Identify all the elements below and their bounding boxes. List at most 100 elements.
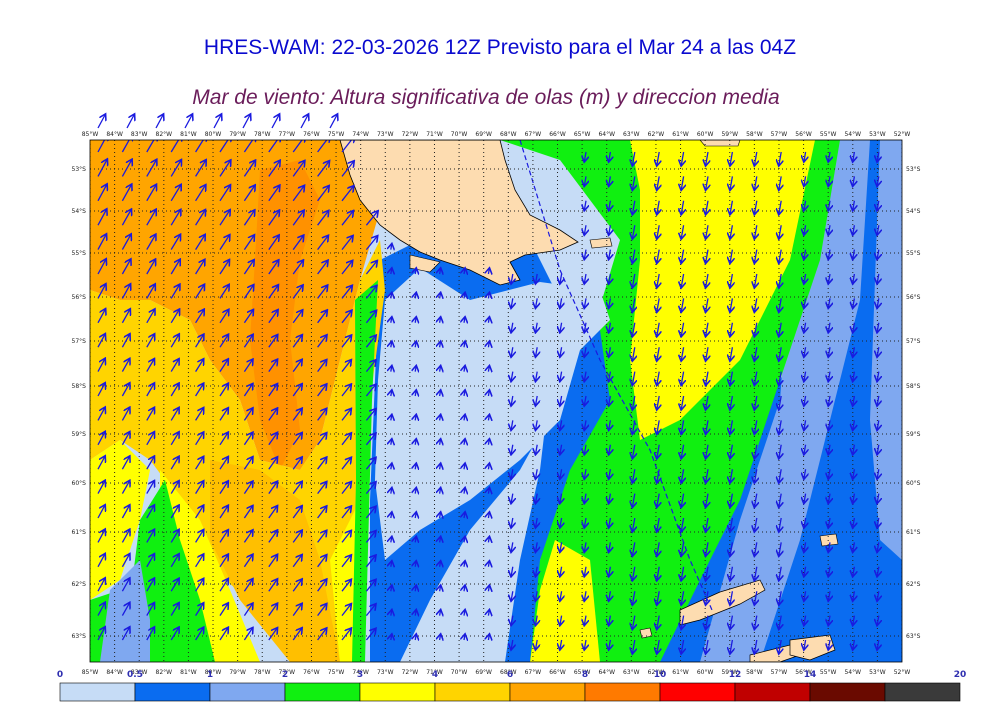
wave-arrow (440, 269, 441, 274)
wave-arrow (155, 115, 163, 129)
wave-arrow (511, 566, 513, 576)
lon-label: 84°W (106, 131, 123, 138)
wave-arrow (755, 469, 757, 482)
wave-arrow (730, 493, 732, 507)
wave-arrow (300, 115, 308, 129)
lat-label: 54°S (72, 208, 87, 215)
wave-arrow (779, 371, 781, 385)
wave-arrow (146, 604, 154, 616)
wave-arrow (511, 639, 513, 649)
wave-arrow (195, 211, 205, 226)
wave-arrow (341, 336, 351, 348)
wave-arrow (317, 507, 326, 519)
wave-arrow (317, 286, 327, 299)
wave-arrow (681, 469, 683, 482)
wave-direction-arrows-top (97, 115, 337, 129)
wave-arrow (828, 469, 830, 478)
lon-label: 79°W (229, 669, 246, 676)
wave-arrow (681, 200, 683, 214)
wave-arrow (828, 273, 830, 283)
wave-arrow (560, 469, 562, 478)
wave-arrow (853, 322, 855, 332)
wave-arrow (633, 273, 635, 287)
wave-arrow (584, 176, 586, 185)
wave-arrow (609, 591, 611, 600)
wave-arrow (415, 293, 416, 298)
band-yellow-center (630, 140, 815, 440)
wave-arrow (213, 115, 221, 129)
wave-arrow (97, 554, 105, 568)
colorbar-label: 8 (582, 670, 588, 680)
wave-arrow (317, 531, 326, 543)
colorbar-swatch (734, 682, 811, 702)
wave-arrow (755, 347, 757, 360)
wave-arrow (292, 507, 301, 519)
lon-label: 52°W (894, 669, 911, 676)
wave-arrow (730, 347, 732, 360)
wave-arrow (730, 176, 732, 189)
wave-arrow (97, 603, 105, 616)
map-frame (89, 139, 903, 663)
wave-arrow (365, 507, 375, 519)
wave-arrow (341, 187, 353, 202)
wave-arrow (292, 140, 304, 153)
wave-arrow (415, 635, 416, 640)
colorbar-label: 0.5 (127, 670, 143, 680)
wave-arrow (730, 420, 732, 433)
wave-arrow (170, 384, 178, 397)
wave-arrow (146, 628, 154, 641)
wave-arrow (877, 591, 879, 600)
wave-arrow (828, 420, 830, 429)
wave-arrow (730, 517, 732, 531)
wave-arrow (877, 371, 879, 381)
wave-arrow (560, 395, 562, 405)
wave-arrow (121, 506, 129, 519)
wave-arrow (440, 489, 441, 494)
wave-arrow (146, 530, 154, 543)
wave-arrow (146, 310, 155, 324)
wave-arrow (584, 249, 586, 259)
wave-arrow (828, 322, 830, 332)
wave-arrow (633, 176, 635, 189)
wave-arrow (584, 225, 586, 234)
wave-arrow (633, 200, 635, 214)
wave-arrow (268, 555, 277, 568)
wave-arrow (706, 566, 708, 580)
wave-arrow (633, 639, 635, 653)
wave-arrow (219, 531, 228, 543)
wave-arrow (681, 298, 683, 311)
wave-arrow (184, 115, 192, 129)
lat-label: 53°S (72, 166, 87, 173)
wave-arrow (317, 211, 328, 226)
wave-arrow (804, 322, 806, 332)
wave-arrow (779, 615, 781, 629)
wave-arrow (243, 140, 255, 153)
wave-arrow (121, 210, 130, 226)
wave-arrow (464, 440, 465, 445)
colorbar-labels: 0 0.5 1 2 3 4 6 8 10 12 14 20 (57, 670, 966, 680)
wave-arrow (657, 517, 659, 531)
wave-arrow (681, 249, 683, 263)
wave-arrow (755, 639, 757, 653)
wave-arrow (195, 360, 203, 372)
wave-arrow (511, 395, 513, 405)
wave-arrow (536, 273, 538, 283)
wave-arrow (681, 151, 683, 165)
wave-arrow (341, 629, 351, 641)
wave-arrow (681, 444, 683, 458)
wave-arrow (440, 562, 441, 567)
wave-arrow (609, 273, 611, 283)
band-green-west (130, 480, 215, 662)
colorbar (59, 682, 961, 702)
wave-arrow (121, 260, 130, 275)
wave-arrow (146, 140, 157, 153)
wave-arrow (146, 285, 155, 299)
wave-arrow (219, 310, 228, 324)
wave-arrow (681, 493, 683, 507)
wave-arrow (511, 273, 513, 283)
lon-label: 79°W (229, 131, 246, 138)
wave-arrow (146, 506, 154, 519)
wave-arrow (268, 140, 280, 153)
wave-arrow (853, 517, 855, 527)
wave-arrow (464, 415, 465, 420)
